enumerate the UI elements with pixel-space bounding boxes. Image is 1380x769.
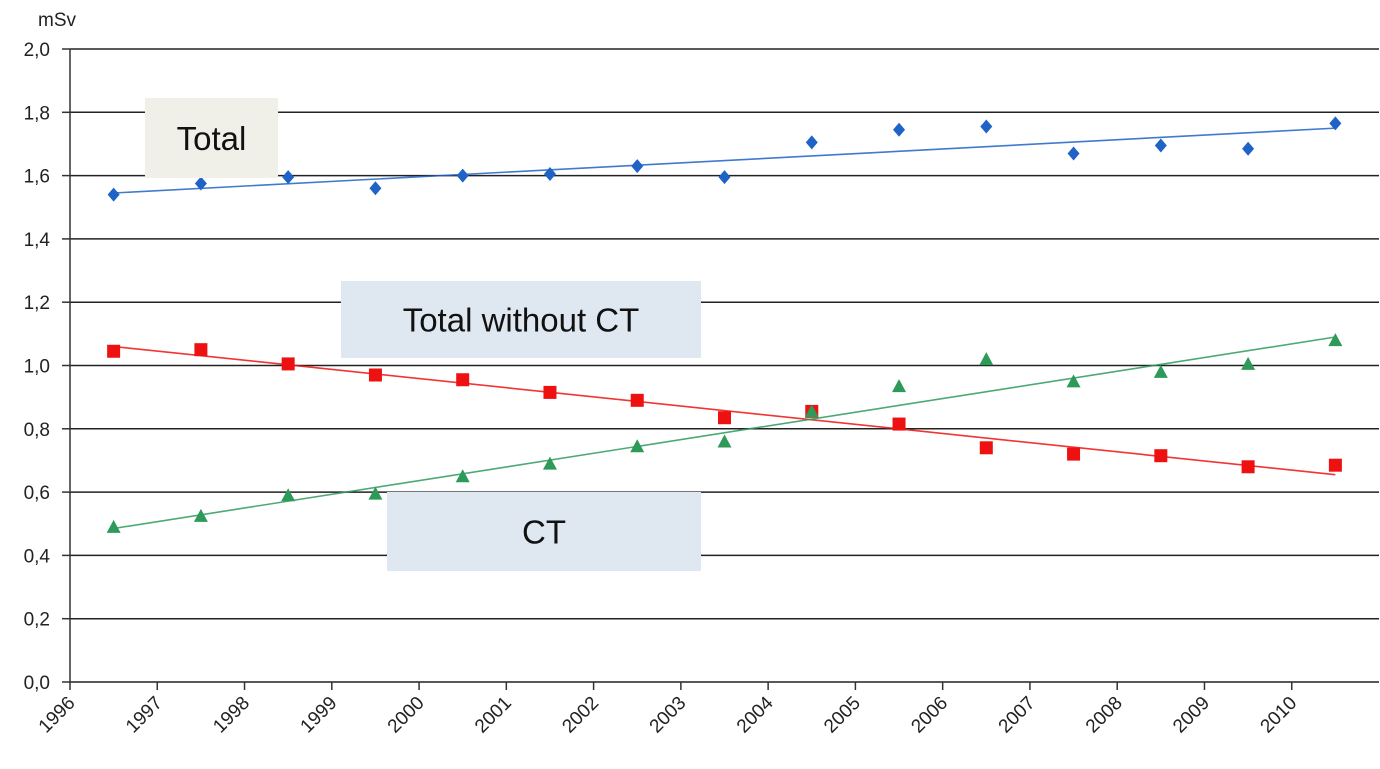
series-label-box: [341, 281, 701, 358]
trend-line: [113, 345, 1336, 476]
data-point: [369, 181, 382, 196]
x-tick-label: 1997: [122, 693, 167, 738]
data-point: [631, 159, 644, 174]
y-tick-label: 1,4: [24, 230, 51, 251]
data-point: [1153, 364, 1168, 378]
x-tick-label: 2000: [384, 693, 429, 738]
x-tick-label: 1998: [209, 693, 254, 738]
data-point: [805, 135, 818, 150]
x-tick-label: 2008: [1082, 693, 1127, 738]
data-point: [893, 122, 906, 137]
x-tick-label: 2003: [646, 693, 691, 738]
series-label-box: [387, 492, 701, 571]
y-tick-label: 0,4: [24, 546, 51, 567]
data-point: [281, 488, 296, 502]
data-point: [543, 167, 556, 182]
data-point: [543, 385, 557, 399]
data-point: [1328, 458, 1342, 472]
y-tick-label: 0,6: [24, 483, 50, 504]
data-point: [193, 508, 208, 522]
data-point: [1241, 460, 1255, 474]
x-tick-label: 1996: [35, 693, 80, 738]
data-point: [542, 456, 557, 470]
data-point: [1241, 356, 1256, 370]
y-tick-label: 1,2: [24, 293, 50, 314]
data-point: [1154, 449, 1168, 463]
trend-line: [113, 336, 1336, 530]
y-tick-label: 2,0: [24, 40, 50, 61]
data-point: [1066, 374, 1081, 388]
data-point: [1242, 141, 1255, 156]
data-point: [1329, 116, 1342, 131]
y-tick-label: 0,8: [24, 420, 50, 441]
data-point: [194, 343, 208, 357]
data-point: [892, 379, 907, 393]
y-tick-label: 1,0: [24, 357, 50, 378]
data-point: [368, 368, 382, 382]
data-point: [980, 119, 993, 134]
data-point: [979, 441, 993, 455]
x-tick-label: 2006: [907, 693, 952, 738]
data-point: [106, 519, 121, 533]
data-point: [892, 417, 906, 431]
data-point: [1328, 333, 1343, 347]
series-label: Total: [177, 120, 247, 157]
y-axis-title: mSv: [38, 10, 77, 31]
x-tick-label: 2002: [558, 693, 603, 738]
data-point: [194, 176, 207, 191]
series-label-box: [145, 98, 278, 178]
x-tick-label: 2005: [820, 693, 865, 738]
data-point: [1154, 138, 1167, 153]
data-point: [107, 187, 120, 202]
series-label: CT: [522, 514, 566, 551]
data-point: [456, 168, 469, 183]
x-tick-label: 2010: [1257, 693, 1302, 738]
data-point: [979, 352, 994, 366]
data-point: [717, 434, 732, 448]
data-point: [630, 439, 645, 453]
y-tick-label: 0,2: [24, 610, 50, 631]
series-label: Total without CT: [403, 302, 640, 339]
data-point: [368, 486, 383, 500]
x-tick-label: 2004: [733, 692, 778, 737]
data-point: [630, 393, 644, 407]
y-tick-label: 1,6: [24, 167, 50, 188]
data-point: [281, 357, 295, 371]
data-point: [107, 344, 121, 358]
trend-line: [113, 127, 1336, 194]
x-tick-label: 2001: [471, 693, 516, 738]
x-tick-label: 1999: [297, 693, 342, 738]
data-point: [718, 170, 731, 185]
x-tick-label: 2007: [995, 693, 1040, 738]
y-tick-label: 1,8: [24, 103, 50, 124]
data-point: [282, 170, 295, 185]
y-tick-label: 0,0: [24, 673, 50, 694]
data-point: [456, 373, 470, 387]
data-point: [804, 404, 819, 418]
data-point: [1067, 146, 1080, 161]
data-point: [1067, 447, 1081, 461]
data-point: [455, 469, 470, 483]
x-tick-label: 2009: [1169, 693, 1214, 738]
data-point: [718, 411, 731, 425]
